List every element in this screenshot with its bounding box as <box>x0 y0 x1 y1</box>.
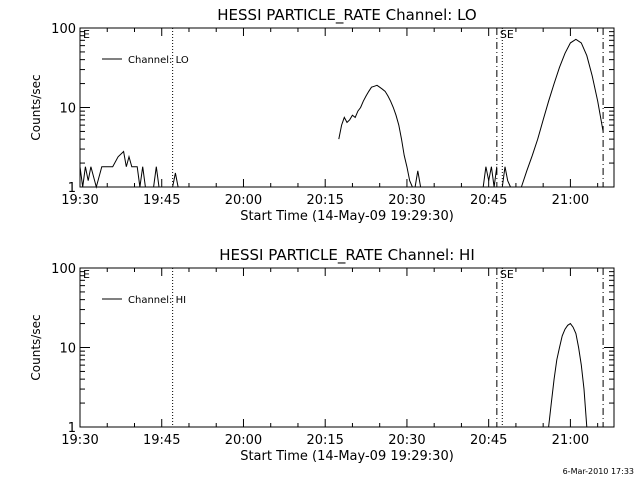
panel-2-x-tick-label: 20:00 <box>225 433 262 448</box>
panel-1-plot-frame <box>79 27 615 188</box>
panel-1-legend-label: Channel: LO <box>128 55 189 66</box>
panel-1-x-tick-label: 20:45 <box>470 193 507 208</box>
panel-1-series-line <box>172 172 179 188</box>
panel-1-y-tick-label: 100 <box>51 22 76 37</box>
panel-1-x-axis-label: Start Time (14-May-09 19:29:30) <box>240 209 454 224</box>
panel-1-x-tick-label: 20:15 <box>306 193 343 208</box>
panel-1-series-line <box>501 166 511 188</box>
panel-1-series-line <box>482 166 498 188</box>
panel-1-series-line <box>79 150 146 189</box>
panel-1-series-line <box>414 170 422 188</box>
panel-2-annotation-label: E <box>83 268 90 281</box>
panel-2-chart-title: HESSI PARTICLE_RATE Channel: HI <box>219 246 475 265</box>
panel-2-y-tick-label: 10 <box>59 342 76 357</box>
panel-2-x-axis-label: Start Time (14-May-09 19:29:30) <box>240 449 454 464</box>
panel-1-annotation-label: SE <box>500 28 514 41</box>
panel-1-y-tick-label: 10 <box>59 102 76 117</box>
panel-2-x-tick-label: 19:45 <box>143 433 180 448</box>
panel-1-series-line <box>153 166 160 188</box>
panel-2-x-tick-label: 20:45 <box>470 433 507 448</box>
panel-2-annotation-label: SE <box>500 268 514 281</box>
panel-2-y-axis-label: Counts/sec <box>29 314 43 380</box>
panel-2-y-tick-label: 1 <box>68 421 76 436</box>
panel-2-x-tick-label: 20:30 <box>388 433 425 448</box>
panel-2-y-tick-label: 100 <box>51 262 76 277</box>
panel-1-x-tick-label: 19:45 <box>143 193 180 208</box>
panel-1-series-line <box>520 38 604 188</box>
panel-2-x-tick-label: 19:30 <box>61 433 98 448</box>
panel-2-plot-frame <box>79 267 615 428</box>
panel-2-x-tick-label: 20:15 <box>306 433 343 448</box>
panel-2-legend-label: Channel: HI <box>128 295 186 306</box>
panel-1-x-tick-label: 20:30 <box>388 193 425 208</box>
panel-1-x-tick-label: 20:00 <box>225 193 262 208</box>
panel-2-series-line <box>548 322 588 428</box>
panel-1-series-line <box>338 84 413 188</box>
panel-1-x-tick-label: 19:30 <box>61 193 98 208</box>
panel-1-x-tick-label: 21:00 <box>552 193 589 208</box>
timestamp: 6-Mar-2010 17:33 <box>562 467 634 476</box>
panel-1-chart-title: HESSI PARTICLE_RATE Channel: LO <box>217 6 476 25</box>
panel-2-x-tick-label: 21:00 <box>552 433 589 448</box>
panel-1-annotation-label: E <box>83 28 90 41</box>
panel-1-y-axis-label: Counts/sec <box>29 74 43 140</box>
panel-1-y-tick-label: 1 <box>68 181 76 196</box>
